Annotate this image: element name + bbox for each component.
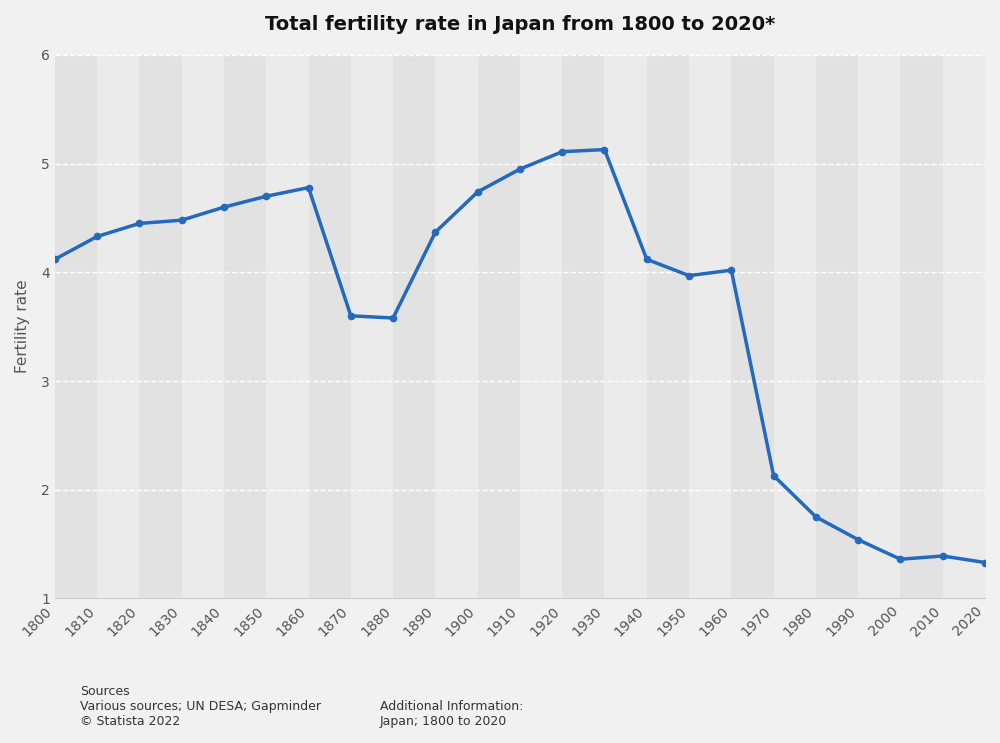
- Text: Additional Information:
Japan; 1800 to 2020: Additional Information: Japan; 1800 to 2…: [380, 700, 523, 728]
- Bar: [351, 55, 393, 598]
- Bar: [55, 55, 97, 598]
- Bar: [309, 55, 351, 598]
- Bar: [731, 55, 774, 598]
- Bar: [139, 55, 182, 598]
- Text: Sources
Various sources; UN DESA; Gapminder
© Statista 2022: Sources Various sources; UN DESA; Gapmin…: [80, 685, 321, 728]
- Bar: [478, 55, 520, 598]
- Bar: [435, 55, 478, 598]
- Bar: [774, 55, 816, 598]
- Bar: [604, 55, 647, 598]
- Bar: [689, 55, 731, 598]
- Bar: [393, 55, 435, 598]
- Bar: [520, 55, 562, 598]
- Bar: [97, 55, 139, 598]
- Bar: [900, 55, 943, 598]
- Bar: [562, 55, 604, 598]
- Bar: [182, 55, 224, 598]
- Bar: [647, 55, 689, 598]
- Bar: [816, 55, 858, 598]
- Bar: [224, 55, 266, 598]
- Bar: [943, 55, 985, 598]
- Title: Total fertility rate in Japan from 1800 to 2020*: Total fertility rate in Japan from 1800 …: [265, 15, 775, 34]
- Y-axis label: Fertility rate: Fertility rate: [15, 280, 30, 374]
- Bar: [266, 55, 309, 598]
- Bar: [858, 55, 900, 598]
